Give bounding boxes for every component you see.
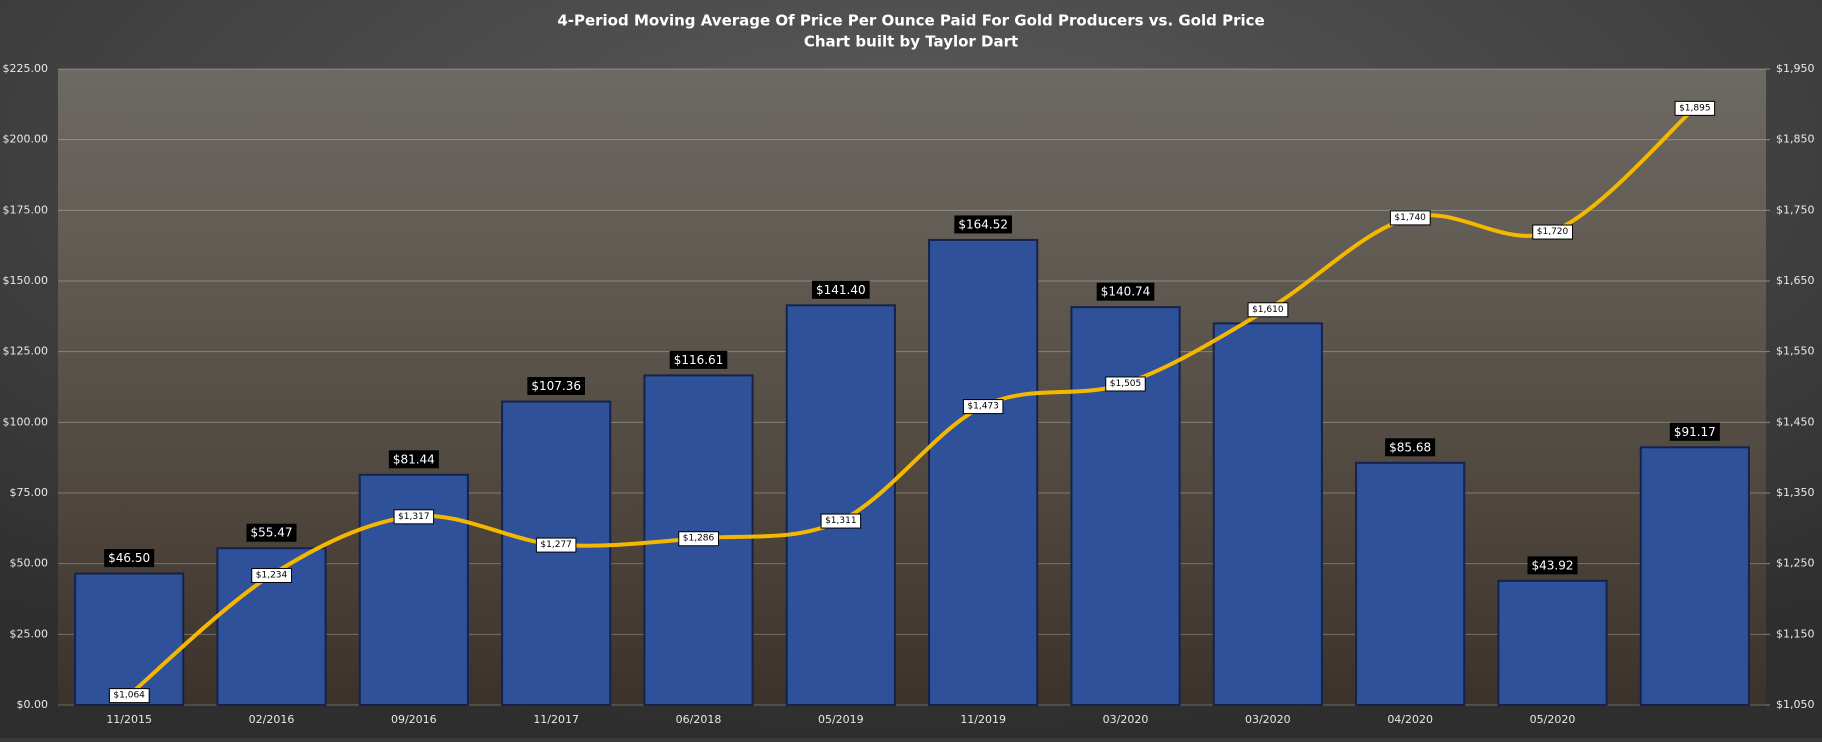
line-value-label: $1,286 xyxy=(683,534,715,544)
y2-tick-label: $1,850 xyxy=(1776,133,1815,146)
line-value-label: $1,720 xyxy=(1537,227,1569,237)
y-tick-label: $75.00 xyxy=(10,486,49,499)
bar-value-label: $55.47 xyxy=(251,526,293,540)
bar-value-label: $81.44 xyxy=(393,452,435,466)
line-value-label-box xyxy=(108,688,150,704)
bar xyxy=(1355,461,1466,706)
x-tick-label: 11/2017 xyxy=(533,713,579,726)
y-tick-label: $100.00 xyxy=(3,415,49,428)
line-value-label: $1,610 xyxy=(1252,305,1284,315)
bar-value-label: $116.61 xyxy=(674,353,724,367)
x-tick-label: 05/2020 xyxy=(1530,713,1576,726)
line-value-label: $1,740 xyxy=(1394,213,1426,223)
bar xyxy=(785,304,896,706)
bar xyxy=(928,238,1039,707)
line-value-label-box xyxy=(1105,376,1146,392)
line-value-label-box xyxy=(678,531,720,547)
chart-title: 4-Period Moving Average Of Price Per Oun… xyxy=(557,12,1264,30)
bar-value-label-box xyxy=(246,523,297,542)
bar-value-label-box xyxy=(669,350,728,369)
line-value-label: $1,311 xyxy=(825,516,857,526)
bar xyxy=(1497,579,1608,706)
bar xyxy=(1639,446,1750,706)
y2-tick-label: $1,350 xyxy=(1776,486,1815,499)
y2-tick-label: $1,650 xyxy=(1776,274,1815,287)
line-value-label: $1,895 xyxy=(1679,103,1711,113)
y-tick-label: $150.00 xyxy=(3,274,49,287)
y2-tick-label: $1,250 xyxy=(1776,557,1815,570)
y-tick-label: $200.00 xyxy=(3,133,49,146)
line-value-label-box xyxy=(962,399,1004,415)
bar-value-label-box xyxy=(812,280,870,299)
y2-tick-label: $1,050 xyxy=(1776,698,1815,711)
line-value-label-box xyxy=(1389,210,1431,226)
line-value-label-box xyxy=(820,513,862,529)
bar-value-label-box xyxy=(1527,556,1578,575)
y-tick-label: $0.00 xyxy=(17,698,49,711)
x-tick-label: 09/2016 xyxy=(391,713,437,726)
bar-value-label-box xyxy=(388,450,439,469)
line-value-label: $1,277 xyxy=(540,540,572,550)
bar xyxy=(1070,306,1181,706)
y-tick-label: $125.00 xyxy=(3,345,49,358)
line-value-label: $1,505 xyxy=(1110,379,1142,389)
line-value-label-box xyxy=(251,567,293,583)
bar-value-label-box xyxy=(1669,422,1720,441)
bar-value-label: $85.68 xyxy=(1389,440,1431,454)
y-tick-label: $225.00 xyxy=(3,62,49,75)
bar xyxy=(501,400,612,706)
x-tick-label: 05/2019 xyxy=(818,713,864,726)
line-value-label-box xyxy=(1532,224,1574,240)
bar-value-label-box xyxy=(1096,282,1155,301)
x-tick-label: 06/2018 xyxy=(676,713,722,726)
bar-value-label-box xyxy=(954,215,1012,234)
y2-tick-label: $1,750 xyxy=(1776,203,1815,216)
plot-background xyxy=(58,69,1766,705)
y2-tick-label: $1,550 xyxy=(1776,345,1815,358)
x-tick-label: 03/2020 xyxy=(1103,713,1149,726)
bar-value-label-box xyxy=(104,549,155,568)
x-tick-label: 11/2019 xyxy=(960,713,1006,726)
y2-tick-label: $1,150 xyxy=(1776,627,1815,640)
line-value-label-box xyxy=(1247,302,1289,318)
y2-tick-label: $1,950 xyxy=(1776,62,1815,75)
line-value-label: $1,473 xyxy=(967,402,999,412)
bar-value-label: $107.36 xyxy=(531,379,581,393)
line-value-label-box xyxy=(535,537,577,553)
chart-subtitle: Chart built by Taylor Dart xyxy=(804,33,1018,51)
line xyxy=(127,106,1697,697)
line-value-label: $1,234 xyxy=(256,570,288,580)
y-tick-label: $25.00 xyxy=(10,627,49,640)
bar-value-label: $164.52 xyxy=(958,217,1008,231)
bar-value-label: $43.92 xyxy=(1532,558,1574,572)
x-tick-label: 02/2016 xyxy=(249,713,295,726)
line-value-label-box xyxy=(1674,100,1716,116)
x-tick-label: 11/2015 xyxy=(106,713,152,726)
bar-value-label-box xyxy=(527,377,585,396)
bar-value-label: $46.50 xyxy=(108,551,150,565)
bar-value-label: $91.17 xyxy=(1674,425,1716,439)
y-tick-label: $175.00 xyxy=(3,203,49,216)
line-value-label: $1,317 xyxy=(398,512,430,522)
bar xyxy=(1212,322,1323,706)
bar-value-label: $140.74 xyxy=(1101,285,1151,299)
bar xyxy=(74,572,185,706)
x-tick-label: 04/2020 xyxy=(1387,713,1433,726)
y-tick-label: $50.00 xyxy=(10,557,49,570)
x-tick-label: 03/2020 xyxy=(1245,713,1291,726)
bar-value-label: $141.40 xyxy=(816,283,866,297)
bar-value-label-box xyxy=(1385,438,1436,457)
line-value-label-box xyxy=(393,509,435,525)
y2-tick-label: $1,450 xyxy=(1776,415,1815,428)
line-value-label: $1,064 xyxy=(113,691,145,701)
